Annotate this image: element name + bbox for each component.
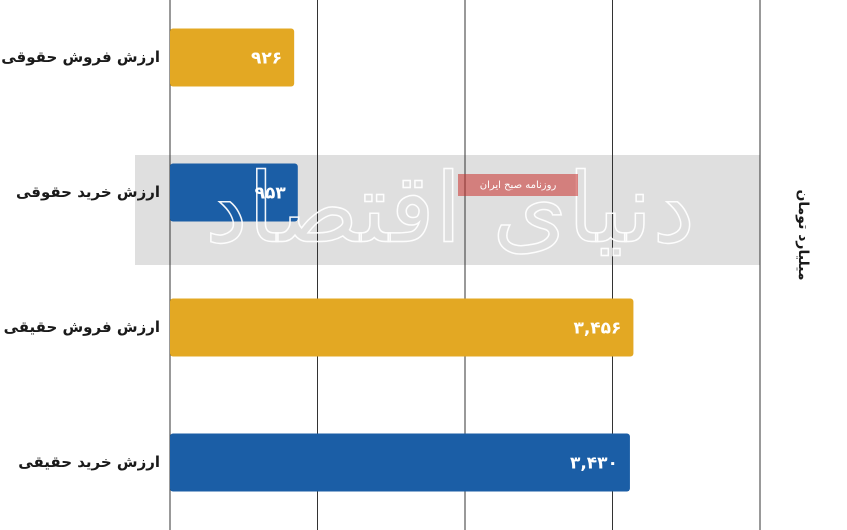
axis-title: میلیارد تومان (795, 189, 811, 280)
value-label: ۹۵۳ (255, 184, 287, 204)
watermark-badge (458, 174, 578, 196)
bar (170, 163, 298, 222)
bar (170, 28, 295, 87)
category-label: ارزش خرید حقوقی (16, 183, 160, 201)
value-label: ۹۲۶ (251, 49, 282, 69)
category-label: ارزش فروش حقوقی (1, 48, 160, 66)
value-label: ۳,۴۵۶ (573, 319, 621, 339)
bar (170, 433, 630, 492)
watermark-title: دنیای اقتصاد (205, 152, 695, 264)
value-label: ۳,۴۳۰ (570, 454, 618, 474)
bars: ارزش فروش حقوقی ۹۲۶ ارزش خرید حقوقی ۹۵۳ ارزش… (1, 28, 634, 492)
bar (170, 298, 634, 357)
category-label: ارزش فروش حقیقی (4, 318, 160, 336)
category-label: ارزش خرید حقیقی (18, 453, 160, 471)
watermark-subtitle: روزنامه صبح ایران (480, 180, 557, 191)
